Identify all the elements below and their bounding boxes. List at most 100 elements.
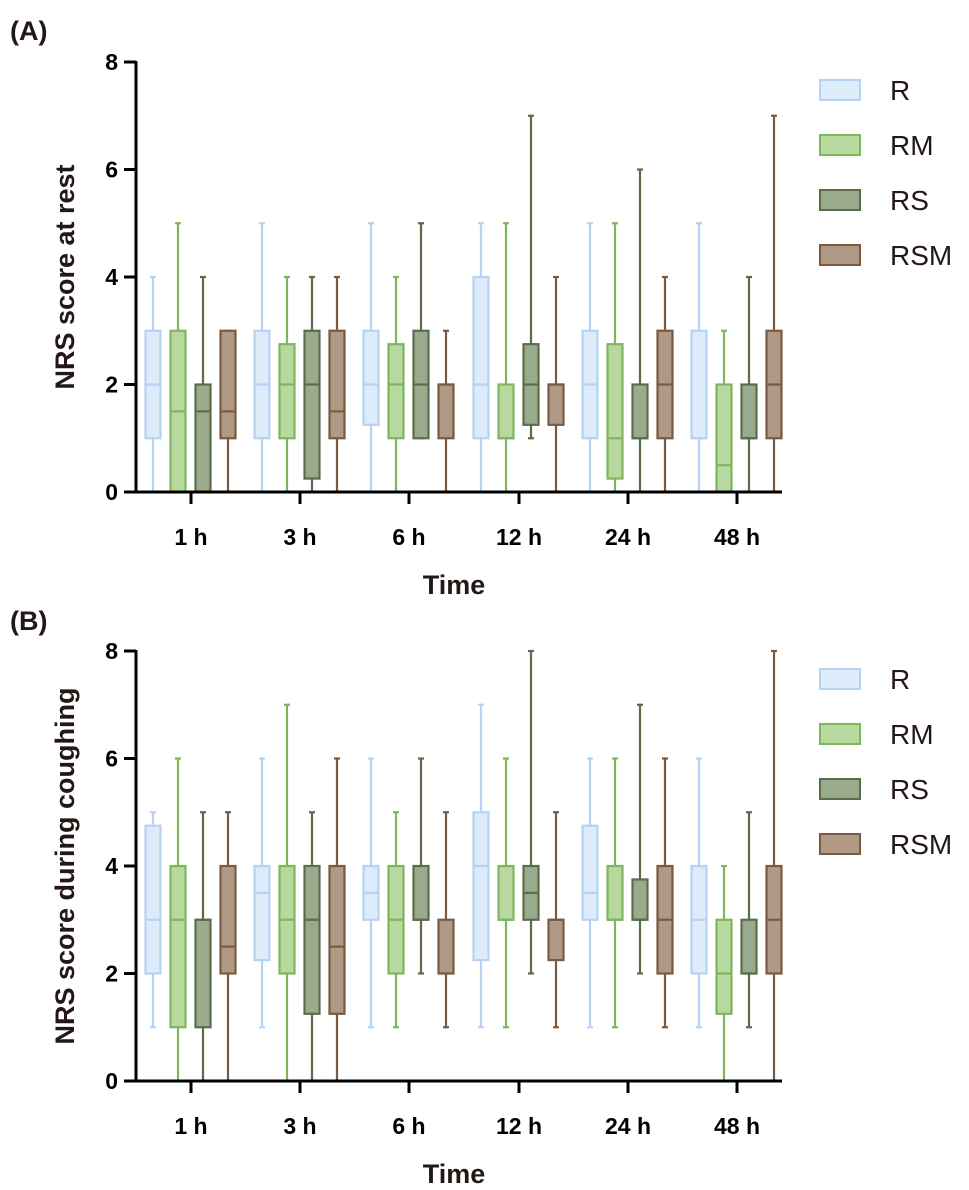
box-iqr: [547, 383, 565, 426]
box-rm-5: [715, 329, 733, 494]
box-rm-2: [387, 275, 405, 494]
box-iqr: [606, 864, 624, 921]
box-rm-4: [606, 757, 624, 1029]
y-tick-label: 0: [105, 479, 118, 505]
box-rs-0: [194, 811, 212, 1083]
box-rm-0: [169, 757, 187, 1083]
legend-label-rs: RS: [890, 185, 929, 216]
x-tick-label: 3 h: [283, 524, 316, 550]
box-iqr: [740, 918, 758, 975]
box-rs-4: [631, 168, 649, 494]
box-iqr: [437, 383, 455, 440]
box-rsm-0: [219, 811, 237, 1083]
box-rm-1: [278, 703, 296, 1083]
box-iqr: [740, 383, 758, 440]
x-tick-label: 12 h: [496, 524, 542, 550]
box-r-3: [472, 222, 490, 494]
box-r-4: [581, 222, 599, 494]
box-iqr: [219, 864, 237, 975]
box-rs-4: [631, 703, 649, 975]
legend-label-r: R: [890, 664, 910, 695]
y-tick-label: 6: [105, 746, 118, 772]
box-rs-1: [303, 275, 321, 494]
y-tick-label: 6: [105, 157, 118, 183]
x-tick-label: 48 h: [714, 524, 760, 550]
box-iqr: [144, 824, 162, 975]
box-r-2: [362, 222, 380, 494]
y-tick-label: 8: [105, 49, 118, 75]
box-iqr: [253, 864, 271, 962]
legend-label-rm: RM: [890, 130, 934, 161]
legend-swatch-rsm: [819, 244, 861, 266]
x-tick-label: 1 h: [174, 524, 207, 550]
box-rm-2: [387, 811, 405, 1029]
box-iqr: [690, 329, 708, 440]
legend: R RM RS RSM: [819, 664, 952, 860]
box-rsm-0: [219, 329, 237, 494]
x-tick-label: 3 h: [283, 1113, 316, 1139]
legend-swatch-rs: [819, 778, 861, 800]
box-rsm-4: [656, 275, 674, 494]
box-rsm-2: [437, 811, 455, 1029]
box-iqr: [303, 864, 321, 1015]
legend-label-rsm: RSM: [890, 829, 952, 860]
box-rsm-1: [328, 275, 346, 494]
legend-label-rsm: RSM: [890, 240, 952, 271]
box-r-4: [581, 757, 599, 1029]
box-iqr: [303, 329, 321, 480]
x-tick-label: 6 h: [392, 1113, 425, 1139]
box-r-5: [690, 222, 708, 494]
box-iqr: [328, 864, 346, 1015]
x-tick-label: 24 h: [605, 1113, 651, 1139]
box-iqr: [715, 918, 733, 1015]
box-iqr: [328, 329, 346, 440]
panel-b: (B) 0 2 4 6 8 1 h 3 h 6 h 12 h 24 h 48 h Time NRS sco…: [10, 606, 952, 1189]
box-rs-5: [740, 811, 758, 1029]
y-tick-label: 4: [105, 853, 118, 879]
box-iqr: [547, 918, 565, 962]
legend-label-rs: RS: [890, 774, 929, 805]
box-r-3: [472, 703, 490, 1029]
box-iqr: [715, 383, 733, 494]
y-tick-label: 8: [105, 638, 118, 664]
box-rm-3: [497, 222, 515, 494]
box-iqr: [194, 383, 212, 494]
box-rm-5: [715, 864, 733, 1083]
x-axis-title: Time: [423, 1159, 486, 1189]
box-rm-3: [497, 757, 515, 1029]
box-iqr: [219, 329, 237, 440]
box-rm-0: [169, 222, 187, 494]
x-tick-label: 6 h: [392, 524, 425, 550]
y-axis-title: NRS score at rest: [50, 164, 80, 389]
box-iqr: [497, 864, 515, 921]
box-iqr: [278, 343, 296, 440]
box-iqr: [472, 811, 490, 962]
box-r-0: [144, 275, 162, 494]
panel-label: (A): [10, 16, 47, 46]
box-iqr: [412, 864, 430, 921]
panel-a: (A) 0 2 4 6 8 1 h 3 h 6 h 12 h 24 h 48 h Time NRS sco…: [10, 16, 952, 600]
box-r-5: [690, 757, 708, 1029]
box-rs-1: [303, 811, 321, 1083]
legend-swatch-r: [819, 79, 861, 101]
box-rsm-2: [437, 329, 455, 494]
y-tick-label: 0: [105, 1068, 118, 1094]
box-rsm-5: [765, 114, 783, 494]
legend-swatch-rm: [819, 134, 861, 156]
box-rs-2: [412, 222, 430, 440]
panel-label: (B): [10, 606, 47, 636]
box-iqr: [631, 383, 649, 440]
legend-swatch-rsm: [819, 833, 861, 855]
legend-swatch-rm: [819, 723, 861, 745]
box-iqr: [194, 918, 212, 1029]
legend-label-r: R: [890, 75, 910, 106]
box-iqr: [497, 383, 515, 440]
y-tick-label: 2: [105, 961, 118, 987]
box-rs-3: [522, 649, 540, 975]
x-tick-label: 48 h: [714, 1113, 760, 1139]
box-rm-1: [278, 275, 296, 494]
box-rsm-4: [656, 757, 674, 1029]
box-rsm-3: [547, 811, 565, 1029]
x-tick-label: 12 h: [496, 1113, 542, 1139]
